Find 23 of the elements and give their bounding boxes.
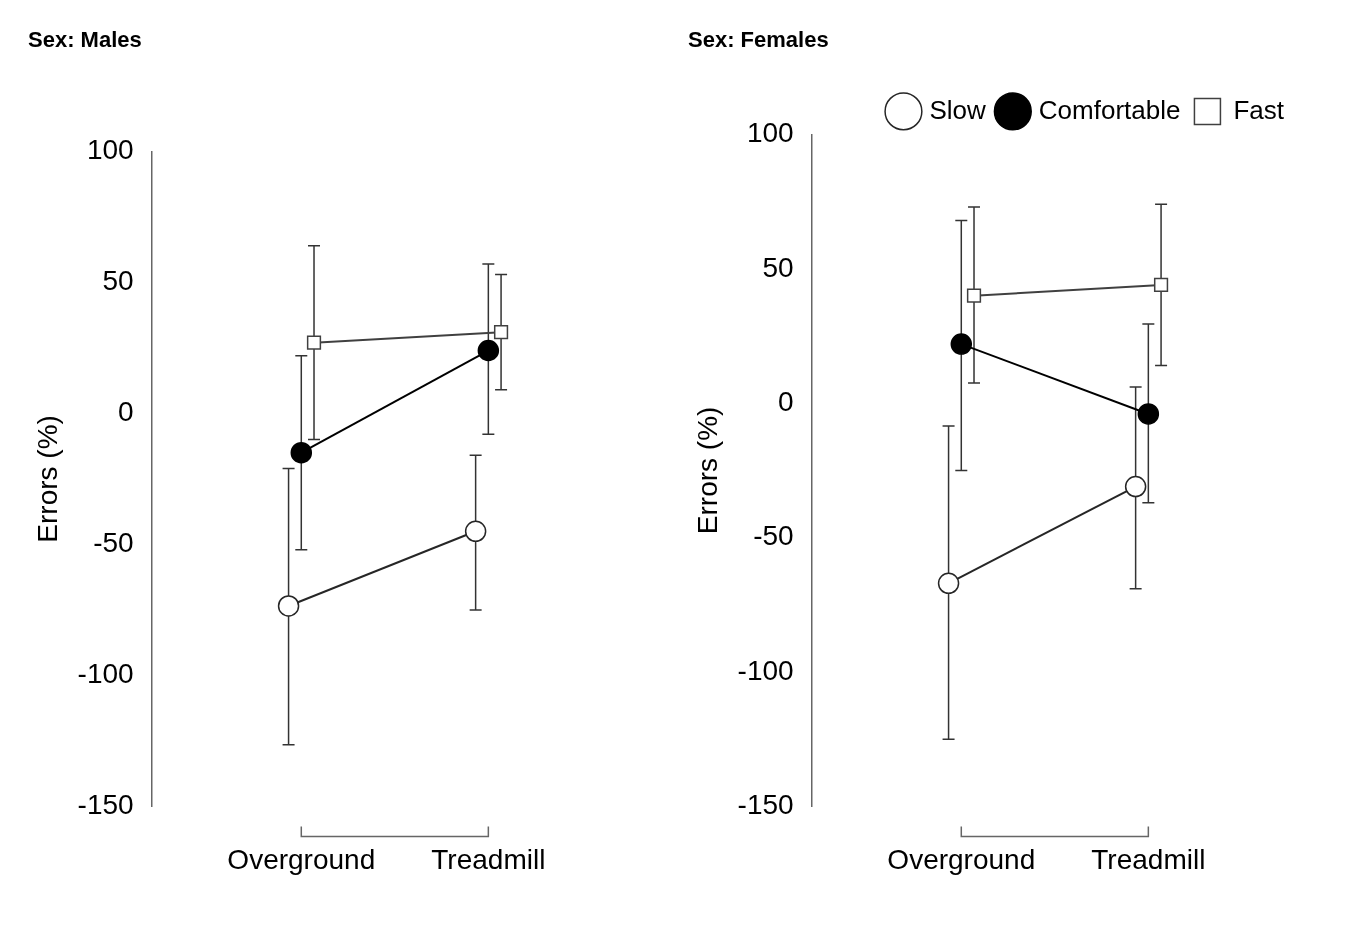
x-tick-label: Overground xyxy=(227,843,376,875)
x-tick-label: Treadmill xyxy=(431,843,546,875)
chart-title: Sex: Females xyxy=(688,27,829,53)
y-tick-label: 0 xyxy=(778,385,794,417)
legend-label: Slow xyxy=(929,94,987,125)
y-tick-label: 50 xyxy=(102,265,134,297)
legend-label: Comfortable xyxy=(1038,94,1181,125)
y-tick-label: 100 xyxy=(746,117,794,149)
y-tick-label: 0 xyxy=(118,396,134,428)
y-tick-label: -100 xyxy=(737,654,794,686)
y-tick-label: 100 xyxy=(86,134,134,166)
y-tick-label: 50 xyxy=(762,251,794,283)
chart-title: Sex: Males xyxy=(28,27,142,53)
legend-label: Fast xyxy=(1233,94,1285,125)
y-tick-label: -50 xyxy=(93,527,134,559)
y-axis-title: Errors (%) xyxy=(691,406,723,535)
x-tick-label: Treadmill xyxy=(1091,843,1206,875)
y-axis-title: Errors (%) xyxy=(31,415,63,543)
y-tick-label: -150 xyxy=(737,789,794,821)
y-tick-label: -150 xyxy=(77,789,134,821)
y-tick-label: -50 xyxy=(753,520,794,552)
y-tick-label: -100 xyxy=(77,658,134,690)
x-tick-label: Overground xyxy=(887,843,1036,875)
